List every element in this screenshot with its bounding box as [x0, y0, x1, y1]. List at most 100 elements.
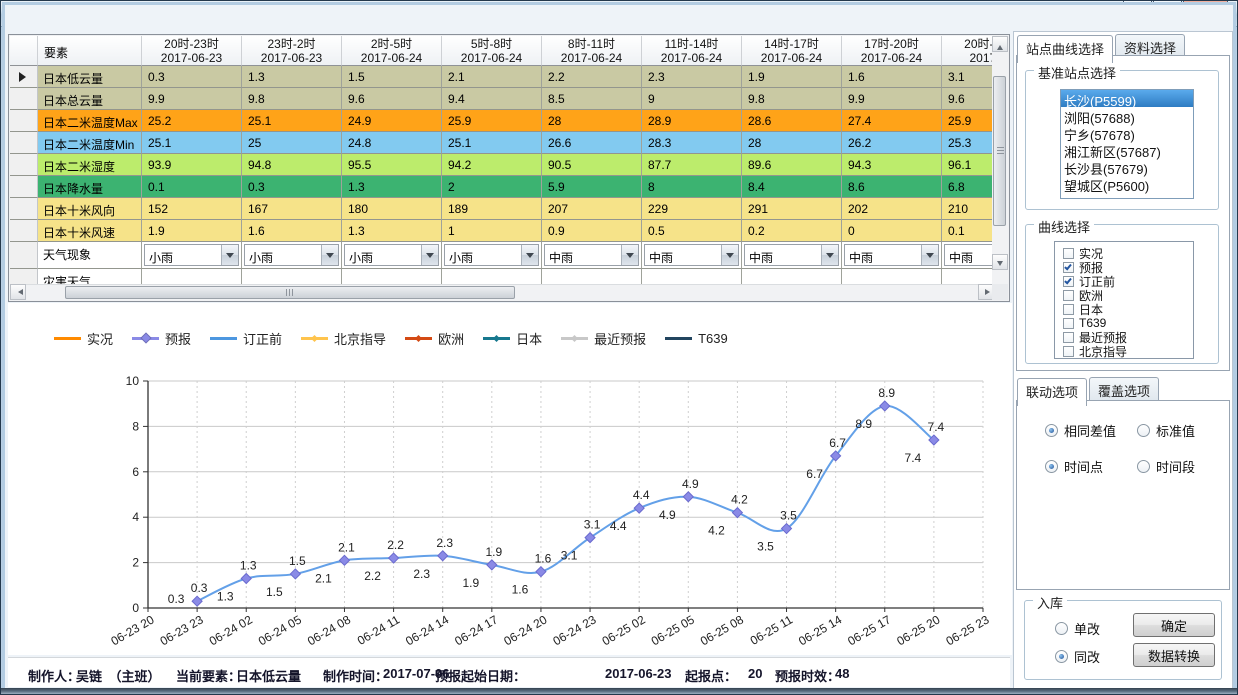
- data-point-marker[interactable]: [584, 531, 596, 544]
- table-cell[interactable]: 1.9: [742, 66, 842, 88]
- weather-dropdown[interactable]: 小雨: [344, 244, 439, 266]
- radio-option[interactable]: 相同差值: [1045, 421, 1137, 440]
- radio-icon[interactable]: [1137, 460, 1150, 473]
- row-label[interactable]: 日本十米风向: [38, 198, 142, 220]
- table-cell[interactable]: 167: [242, 198, 342, 220]
- scroll-up-button[interactable]: [992, 36, 1008, 52]
- data-point-marker[interactable]: [633, 502, 645, 514]
- table-cell[interactable]: 229: [642, 198, 742, 220]
- table-cell[interactable]: 210: [942, 198, 994, 220]
- weather-dropdown[interactable]: 中雨: [544, 244, 639, 266]
- element-column-header[interactable]: 要素: [38, 36, 142, 66]
- table-cell[interactable]: 25.1: [242, 110, 342, 132]
- table-cell[interactable]: 202: [842, 198, 942, 220]
- table-cell[interactable]: 8: [642, 176, 742, 198]
- table-cell[interactable]: 25.1: [442, 132, 542, 154]
- table-cell[interactable]: 189: [442, 198, 542, 220]
- radio-icon[interactable]: [1137, 424, 1150, 437]
- table-cell[interactable]: 9.9: [142, 88, 242, 110]
- table-cell[interactable]: 152: [142, 198, 242, 220]
- table-cell[interactable]: 94.2: [442, 154, 542, 176]
- data-point-marker[interactable]: [240, 572, 252, 585]
- legend-item[interactable]: T639: [665, 331, 728, 346]
- table-cell[interactable]: 1: [442, 220, 542, 242]
- legend-item[interactable]: 最近预报: [561, 329, 646, 348]
- table-cell[interactable]: [742, 269, 842, 286]
- table-cell[interactable]: 87.7: [642, 154, 742, 176]
- table-cell[interactable]: 9: [642, 88, 742, 110]
- tab-0[interactable]: 站点曲线选择: [1017, 35, 1114, 63]
- storage-radio-option[interactable]: 同改: [1055, 647, 1100, 666]
- dropdown-arrow-button[interactable]: [921, 245, 938, 265]
- row-label[interactable]: 日本低云量: [38, 66, 142, 88]
- table-cell[interactable]: 207: [542, 198, 642, 220]
- table-cell[interactable]: 0: [842, 220, 942, 242]
- data-point-marker[interactable]: [829, 450, 842, 462]
- row-selector-cell[interactable]: [10, 66, 38, 88]
- table-cell[interactable]: 中雨: [742, 242, 842, 269]
- table-cell[interactable]: 小雨: [442, 242, 542, 269]
- radio-option[interactable]: 标准值: [1137, 421, 1229, 440]
- table-cell[interactable]: 93.9: [142, 154, 242, 176]
- table-cell[interactable]: [942, 269, 994, 286]
- curve-checkbox-row[interactable]: 日本: [1055, 302, 1193, 317]
- table-cell[interactable]: 1.6: [842, 66, 942, 88]
- vertical-scrollbar[interactable]: [992, 36, 1008, 286]
- time-column-header[interactable]: 8时-11时 2017-06-24: [542, 36, 642, 66]
- radio-icon[interactable]: [1045, 424, 1058, 437]
- curve-checkbox-row[interactable]: 欧洲: [1055, 288, 1193, 303]
- radio-option[interactable]: 时间点: [1045, 457, 1137, 476]
- curve-checkbox-row[interactable]: 实况: [1055, 246, 1193, 261]
- table-cell[interactable]: [342, 269, 442, 286]
- time-column-header[interactable]: 23时-2时 2017-06-23: [242, 36, 342, 66]
- data-point-marker[interactable]: [338, 554, 351, 567]
- scroll-down-button[interactable]: [992, 254, 1008, 270]
- table-cell[interactable]: 0.1: [942, 220, 994, 242]
- table-cell[interactable]: 25.2: [142, 110, 242, 132]
- station-list-item[interactable]: 湘江新区(57687): [1064, 145, 1161, 160]
- row-label[interactable]: 日本总云量: [38, 88, 142, 110]
- table-cell[interactable]: 94.3: [842, 154, 942, 176]
- table-cell[interactable]: 9.9: [842, 88, 942, 110]
- legend-item[interactable]: 日本: [483, 329, 542, 348]
- row-selector-cell[interactable]: [10, 242, 38, 269]
- data-convert-button[interactable]: 数据转换: [1133, 643, 1215, 667]
- confirm-button[interactable]: 确定: [1133, 613, 1215, 637]
- table-cell[interactable]: [642, 269, 742, 286]
- curve-checkbox-row[interactable]: 北京指导: [1055, 344, 1193, 359]
- table-cell[interactable]: 27.4: [842, 110, 942, 132]
- legend-item[interactable]: 北京指导: [301, 329, 386, 348]
- scroll-left-button[interactable]: [10, 284, 26, 300]
- table-cell[interactable]: [142, 269, 242, 286]
- data-point-marker[interactable]: [191, 595, 203, 607]
- data-point-marker[interactable]: [879, 400, 891, 412]
- checkbox-icon[interactable]: [1063, 317, 1074, 329]
- radio-option[interactable]: 时间段: [1137, 457, 1229, 476]
- legend-item[interactable]: 订正前: [210, 329, 282, 348]
- dropdown-arrow-button[interactable]: [521, 245, 538, 265]
- vertical-scroll-thumb[interactable]: [993, 76, 1006, 226]
- data-point-marker[interactable]: [436, 550, 449, 562]
- data-point-marker[interactable]: [682, 491, 695, 503]
- checkbox-icon[interactable]: [1063, 247, 1074, 259]
- dropdown-arrow-button[interactable]: [421, 245, 438, 265]
- table-cell[interactable]: 1.3: [242, 66, 342, 88]
- table-cell[interactable]: 0.3: [142, 66, 242, 88]
- table-cell[interactable]: [542, 269, 642, 286]
- table-cell[interactable]: 89.6: [742, 154, 842, 176]
- time-column-header[interactable]: 14时-17时 2017-06-24: [742, 36, 842, 66]
- dropdown-arrow-button[interactable]: [821, 245, 838, 265]
- radio-icon[interactable]: [1055, 650, 1068, 663]
- curve-checkbox-row[interactable]: T639: [1055, 316, 1193, 330]
- checkbox-icon[interactable]: [1063, 261, 1074, 273]
- radio-icon[interactable]: [1045, 460, 1058, 473]
- station-list-item[interactable]: 长沙(P5599): [1061, 90, 1193, 109]
- dropdown-arrow-button[interactable]: [721, 245, 738, 265]
- table-cell[interactable]: 25: [242, 132, 342, 154]
- table-cell[interactable]: 小雨: [342, 242, 442, 269]
- checkbox-icon[interactable]: [1063, 275, 1074, 287]
- table-cell[interactable]: 28.3: [642, 132, 742, 154]
- row-label[interactable]: 天气现象: [38, 242, 142, 269]
- row-selector-cell[interactable]: [10, 88, 38, 110]
- table-cell[interactable]: 96.1: [942, 154, 994, 176]
